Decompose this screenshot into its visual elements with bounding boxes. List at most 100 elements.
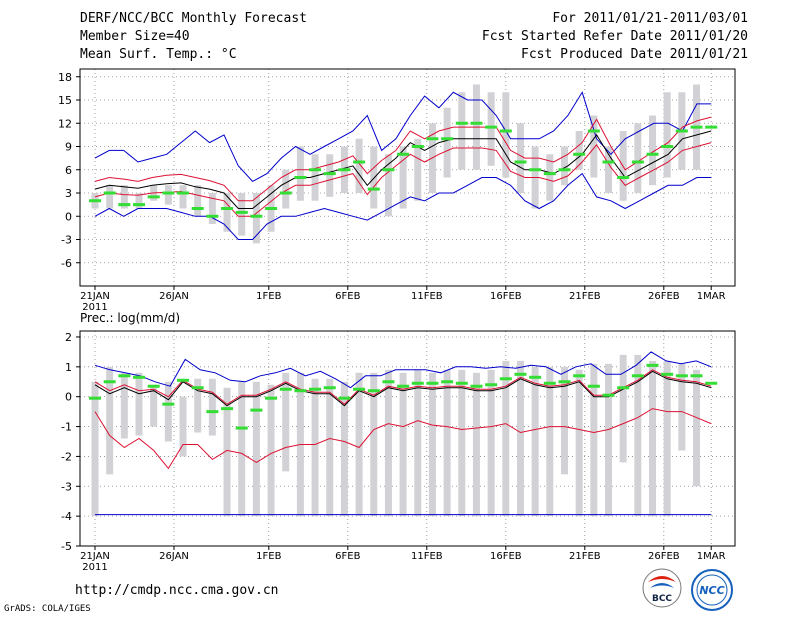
median-mark [206,214,219,218]
ncc-logo-text: NCC [699,584,724,597]
x-tick-label: 26JAN [159,551,189,562]
ensemble-box [135,193,143,209]
median-mark [118,374,131,378]
ensemble-box [428,372,436,517]
ensemble-box [179,185,187,209]
median-mark [353,160,366,164]
ensemble-box [458,369,466,517]
median-mark [514,160,527,164]
ensemble-box [502,92,510,178]
bcc-logo: BCC [642,568,682,608]
ensemble-box [487,369,495,517]
x-tick-label: 21FEB [569,551,601,562]
ensemble-box [282,169,290,209]
median-mark [675,129,688,133]
ensemble-box [120,372,128,439]
x-tick-label: 21FEB [569,291,601,302]
agency-logos: BCC NCC [642,568,733,611]
ensemble-box [179,396,187,457]
median-mark [602,393,615,397]
median-mark [250,214,263,218]
median-mark [235,426,248,430]
ensemble-box [194,185,202,217]
median-mark [529,375,542,379]
x-tick-label: 26JAN [159,291,189,302]
ensemble-box [164,185,172,205]
ensemble-box [252,193,260,244]
ensemble-medians [89,363,718,430]
y-tick-label: 1 [65,361,72,374]
ensemble-box [575,131,583,170]
x-tick-label: 6FEB [335,291,360,302]
median-mark [338,396,351,400]
median-mark [89,199,101,203]
ensemble-box [414,369,422,517]
plot-frame [79,330,736,547]
envelope-min-line [94,172,712,240]
ensemble-box [355,372,363,517]
median-mark [177,191,190,195]
x-tick-label: 6FEB [335,551,360,562]
year-label: 2011 [82,562,107,573]
ensemble-box [560,366,568,475]
ensemble-box [223,193,231,232]
median-mark [367,389,380,393]
median-mark [514,372,527,376]
x-tick-label: 21JAN [80,551,110,562]
ensemble-box [91,381,99,517]
plot-frame [79,68,736,287]
median-mark [690,125,703,129]
median-mark [499,377,512,381]
ensemble-boxes [91,354,701,517]
ensemble-box [663,360,671,517]
median-mark [323,172,336,176]
ensemble-box [282,372,290,472]
median-mark [661,145,674,148]
median-mark [573,152,586,156]
ensemble-box [546,154,554,201]
ensemble-box [443,107,451,178]
median-mark [485,125,498,129]
y-tick-label: 6 [65,164,72,177]
median-mark [177,378,190,382]
panel-1: 18 15 12 9 6 3 0 -3 -6 21JAN 26JAN 1FEB 6FEB 11FEB 16F… [58,68,736,313]
median-mark [265,207,278,210]
median-mark [573,374,586,378]
produced-date: Fcst Produced Date 2011/01/21 [521,47,748,62]
ensemble-box [619,354,627,463]
median-mark [499,129,512,133]
start-date: Fcst Started Refer Date 2011/01/20 [481,29,748,44]
x-tick-label: 1MAR [697,291,726,302]
member-size: Member Size=40 [80,29,190,44]
ncc-logo: NCC [691,569,733,611]
median-mark [338,168,351,172]
median-mark [294,389,307,393]
median-mark [690,374,703,378]
y-tick-label: 18 [58,71,72,84]
median-mark [661,372,674,376]
ensemble-box [208,193,216,224]
ensemble-box [663,92,671,178]
ensemble-box [208,378,216,436]
median-mark [221,407,234,411]
ensemble-box [150,384,158,427]
source-url[interactable]: http://cmdp.ncc.cma.gov.cn [75,583,279,598]
median-mark [353,387,366,391]
y-tick-label: -4 [61,510,72,523]
median-mark [221,207,234,210]
ensemble-box [135,372,143,436]
median-mark [705,125,718,129]
ensemble-box [238,193,246,236]
panel-2: 2 1 0 -1 -2 -3 -4 -5 21JAN 26JAN 1FEB 6FEB 11FEB 16FE… [61,311,736,573]
median-mark [426,381,439,385]
median-mark [367,187,380,191]
ensemble-box [678,363,686,451]
envelope-max-line [94,91,712,183]
y-tick-label: -3 [61,234,72,247]
median-mark [455,381,468,385]
median-mark [411,145,424,148]
median-mark [587,384,600,388]
ensemble-box [502,360,510,517]
x-tick-label: 21JAN [80,291,110,302]
